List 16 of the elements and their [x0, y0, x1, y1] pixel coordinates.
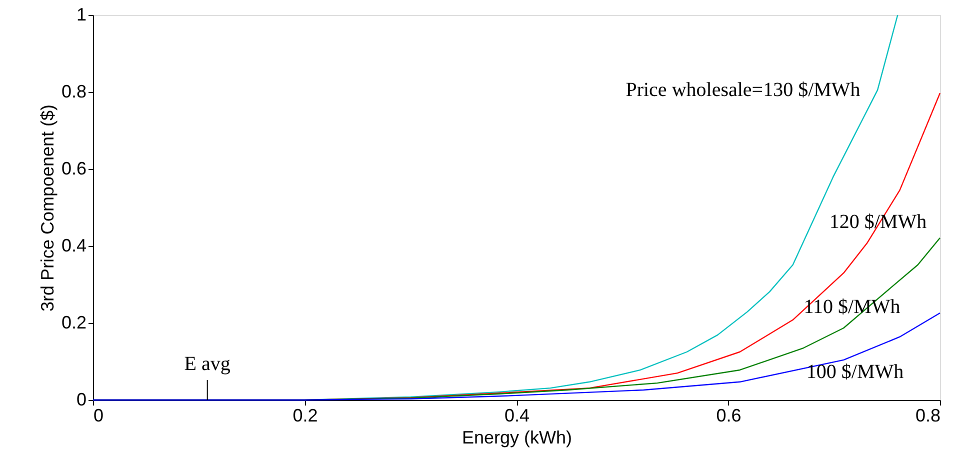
annotation: Price wholesale=130 $/MWh — [626, 79, 860, 101]
x-tick-label: 0 — [94, 406, 104, 426]
y-tick-label: 0.6 — [61, 158, 86, 178]
x-axis-title: Energy (kWh) — [462, 428, 572, 448]
x-tick-label: 0.2 — [292, 406, 318, 426]
y-tick-label: 0.8 — [61, 82, 86, 102]
y-tick-label: 0.4 — [61, 236, 86, 256]
y-tick-label: 0.2 — [61, 312, 86, 332]
y-tick-label: 0 — [76, 390, 86, 410]
y-tick-label: 1 — [76, 4, 86, 24]
annotation: 100 $/MWh — [806, 361, 904, 383]
y-axis-title: 3rd Price Compoenent ($) — [37, 104, 58, 312]
x-tick-label: 0.8 — [915, 406, 940, 426]
annotation: E avg — [184, 353, 230, 375]
x-tick-label: 0.4 — [504, 406, 530, 426]
x-tick-label: 0.6 — [716, 406, 742, 426]
